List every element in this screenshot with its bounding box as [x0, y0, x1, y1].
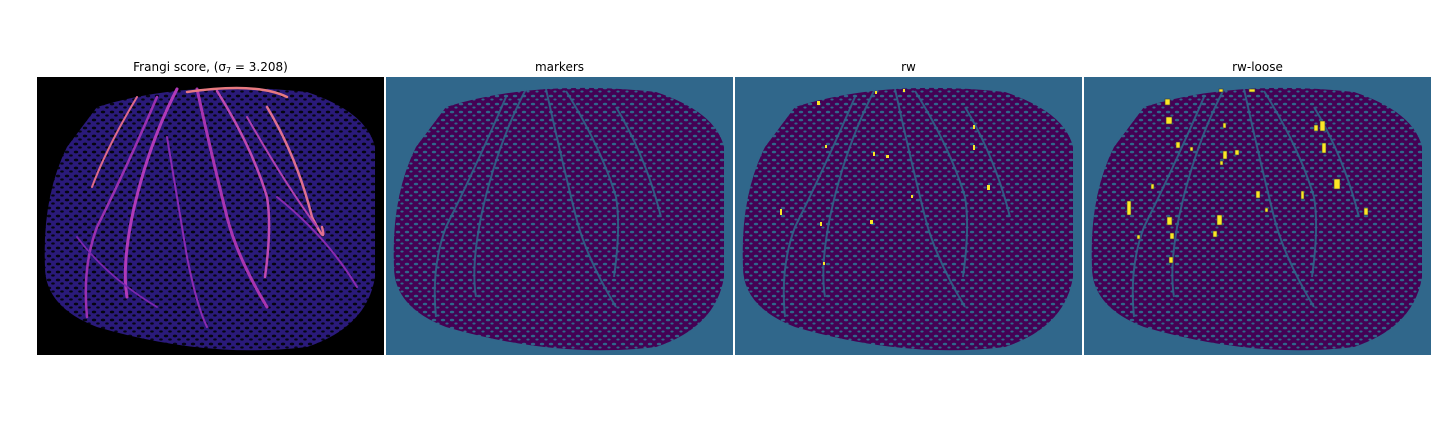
- panel-title-frangi: Frangi score, (σ7 = 3.208): [133, 60, 288, 75]
- panel-rw: rw: [735, 57, 1082, 355]
- panel-title-markers: markers: [534, 60, 585, 74]
- markers-image: [386, 77, 733, 355]
- frangi-score-image: [37, 77, 384, 355]
- panel-markers: markers: [386, 57, 733, 355]
- rw-loose-image: [1084, 77, 1431, 355]
- panel-frangi-score: Frangi score, (σ7 = 3.208): [37, 57, 384, 355]
- panel-title-rw: rw: [901, 60, 916, 74]
- panel-rw-loose: rw-loose: [1084, 57, 1431, 355]
- rw-image: [735, 77, 1082, 355]
- panel-title-rw-loose: rw-loose: [1232, 60, 1283, 74]
